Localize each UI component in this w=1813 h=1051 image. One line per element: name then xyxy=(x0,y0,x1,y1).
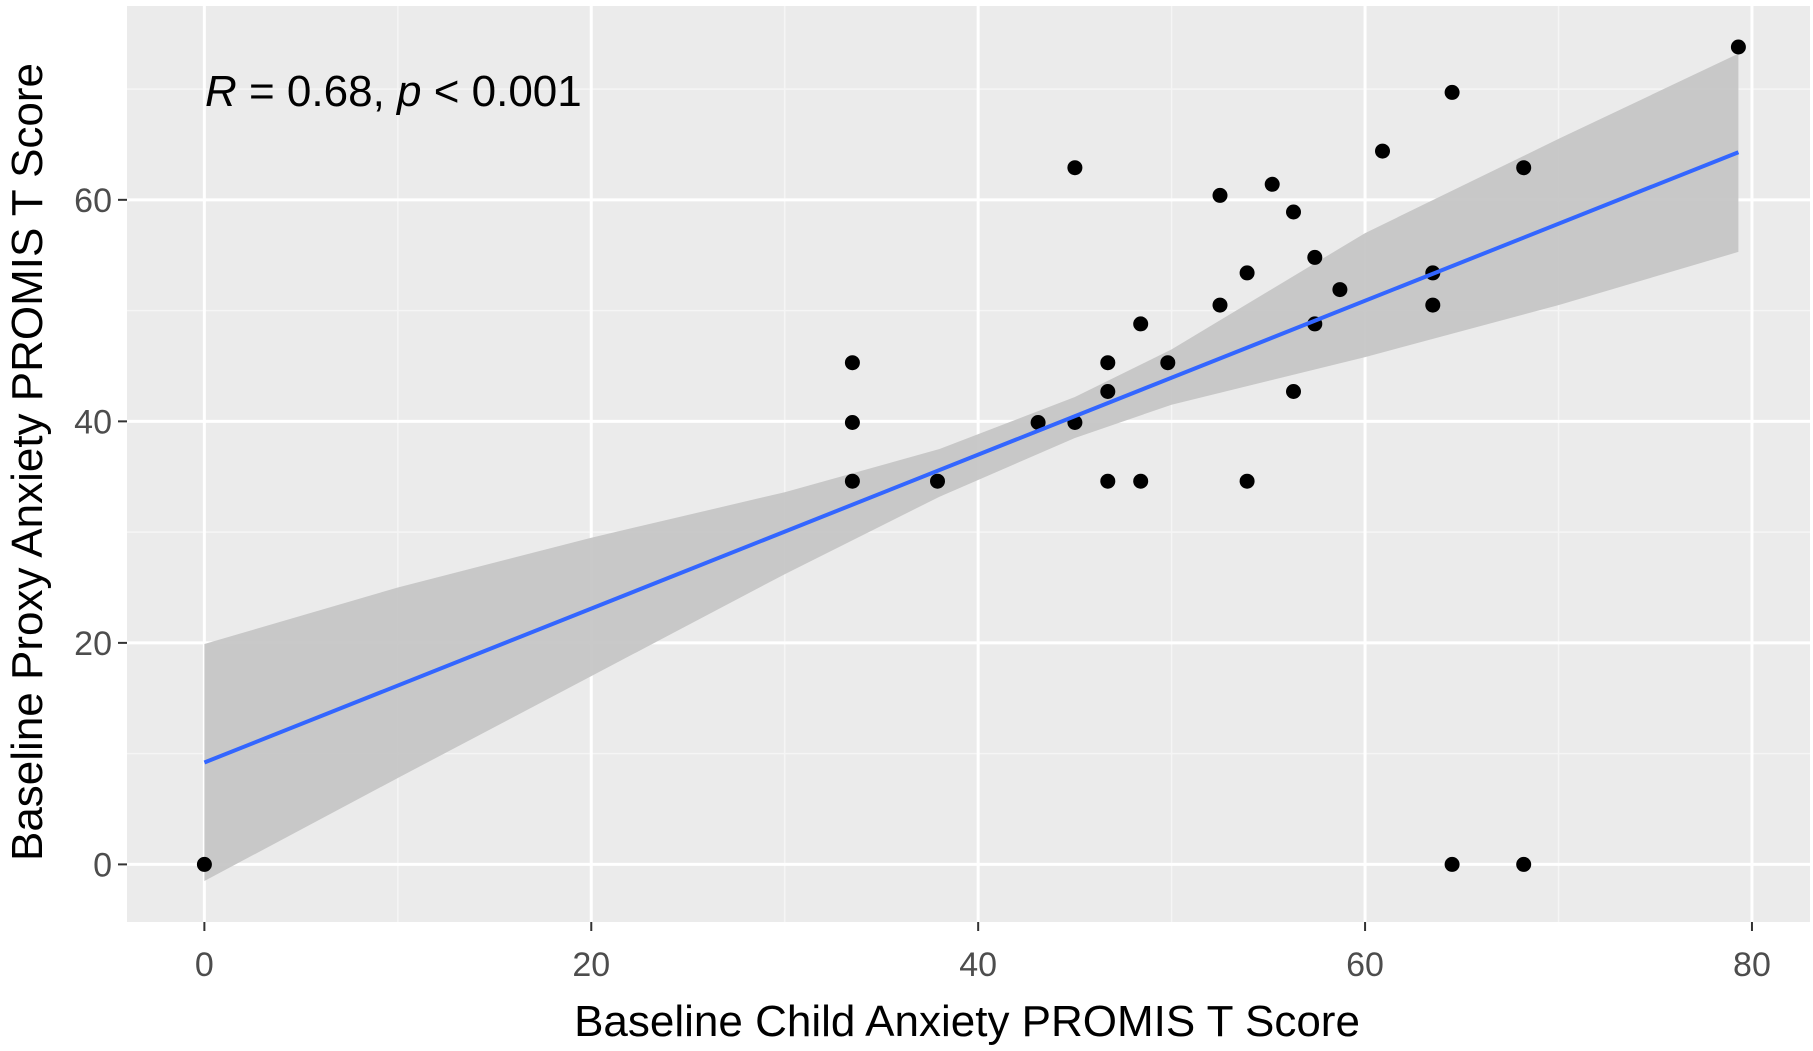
data-point xyxy=(1100,355,1116,371)
data-point xyxy=(1264,176,1280,192)
annotation-p-symbol: p xyxy=(395,67,421,116)
data-point xyxy=(1516,160,1532,176)
data-point xyxy=(1067,160,1083,176)
y-axis-ticks xyxy=(118,198,127,866)
data-point xyxy=(1133,473,1149,489)
data-point xyxy=(1286,384,1301,399)
x-tick-label: 0 xyxy=(195,946,214,984)
x-tick-label: 80 xyxy=(1733,946,1771,984)
data-point xyxy=(1444,84,1460,100)
data-point xyxy=(1100,384,1116,399)
data-point xyxy=(196,856,212,872)
y-axis-title: Baseline Proxy Anxiety PROMIS T Score xyxy=(3,63,52,861)
x-tick-label: 40 xyxy=(959,946,997,984)
data-point xyxy=(1444,856,1460,872)
x-tick-labels: 0 20 40 60 80 xyxy=(195,946,1771,984)
data-points xyxy=(196,39,1746,872)
data-point xyxy=(844,415,860,430)
annotation-p-value: < 0.001 xyxy=(422,67,582,116)
data-point xyxy=(1332,282,1348,298)
x-tick-label: 20 xyxy=(572,946,610,984)
correlation-annotation: R = 0.68, p < 0.001 xyxy=(205,67,582,116)
data-point xyxy=(1133,316,1149,332)
data-point xyxy=(1030,415,1046,430)
data-point xyxy=(1212,297,1228,313)
y-tick-label: 60 xyxy=(74,182,112,220)
data-point xyxy=(1212,187,1228,203)
y-tick-label: 40 xyxy=(74,403,112,441)
y-tick-label: 20 xyxy=(74,625,112,663)
regression-line xyxy=(203,150,1740,765)
data-point xyxy=(1425,297,1441,313)
confidence-band xyxy=(204,53,1739,882)
data-point xyxy=(1160,355,1176,371)
annotation-r-symbol: R xyxy=(205,67,237,116)
x-axis-ticks xyxy=(203,922,1753,931)
data-point xyxy=(1516,856,1532,872)
y-tick-labels: 0 20 40 60 xyxy=(74,182,112,885)
data-point xyxy=(1239,265,1255,281)
data-point xyxy=(1100,473,1116,489)
data-point xyxy=(844,473,860,489)
data-point xyxy=(1730,39,1746,55)
data-point xyxy=(1307,249,1323,265)
x-axis-title: Baseline Child Anxiety PROMIS T Score xyxy=(574,997,1360,1046)
data-point xyxy=(930,473,945,489)
x-tick-label: 60 xyxy=(1346,946,1384,984)
annotation-r-value: = 0.68, xyxy=(237,67,397,116)
y-tick-label: 0 xyxy=(93,846,112,884)
data-point xyxy=(1286,204,1301,220)
data-point xyxy=(1239,473,1255,489)
data-point xyxy=(1375,143,1390,159)
data-point xyxy=(844,355,860,371)
